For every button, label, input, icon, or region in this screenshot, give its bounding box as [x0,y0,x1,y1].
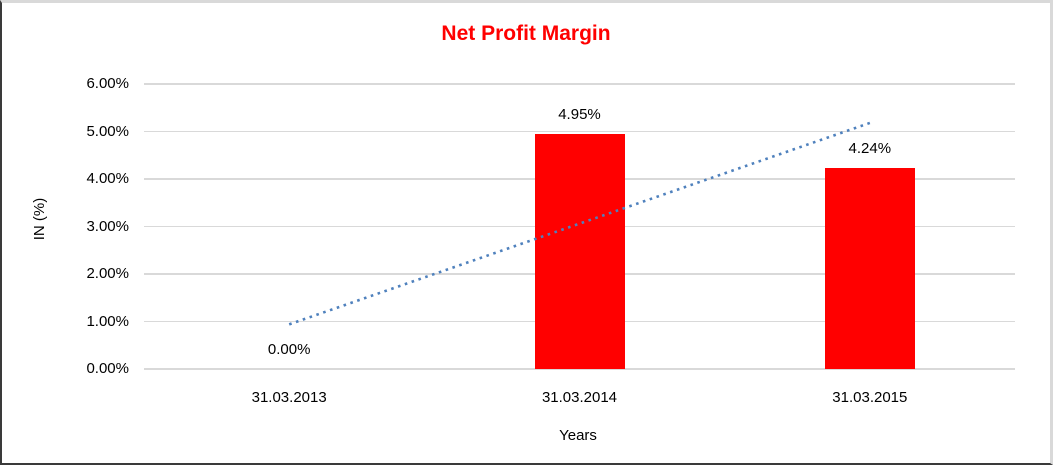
x-tick-label: 31.03.2015 [832,389,908,406]
gridline [144,83,1015,85]
gridline [144,368,1015,370]
data-label: 0.00% [267,341,311,358]
y-tick-label: 5.00% [86,122,129,140]
y-tick-label: 6.00% [86,75,129,92]
x-tick-label: 31.03.2013 [251,389,327,406]
y-tick-label: 4.00% [86,170,129,187]
y-tick-label: 0.00% [86,360,129,377]
y-tick-label: 2.00% [86,265,129,282]
y-tick-label: 1.00% [86,312,129,330]
bar-31.03.2015 [824,167,915,369]
x-tick-label: 31.03.2014 [541,389,618,406]
data-label: 4.24% [848,139,892,157]
gridline [144,130,1015,133]
bar-31.03.2014 [534,133,625,369]
data-label: 4.95% [558,105,601,123]
y-axis-title: IN (%) [31,197,48,241]
y-tick-label: 3.00% [86,217,129,235]
chart-title: Net Profit Margin [441,22,611,45]
x-axis-title: Years [559,427,597,444]
